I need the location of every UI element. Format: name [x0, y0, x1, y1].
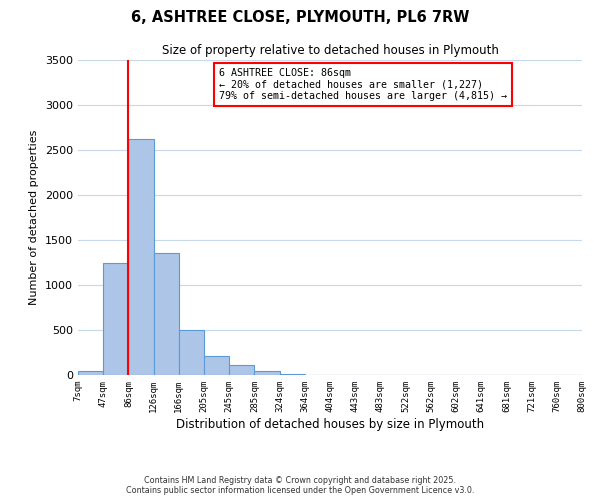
Y-axis label: Number of detached properties: Number of detached properties — [29, 130, 40, 305]
Text: Contains HM Land Registry data © Crown copyright and database right 2025.
Contai: Contains HM Land Registry data © Crown c… — [126, 476, 474, 495]
Bar — [204, 356, 229, 375]
Bar — [78, 370, 103, 375]
Text: 6 ASHTREE CLOSE: 86sqm
← 20% of detached houses are smaller (1,227)
79% of semi-: 6 ASHTREE CLOSE: 86sqm ← 20% of detached… — [219, 68, 507, 101]
Text: 6, ASHTREE CLOSE, PLYMOUTH, PL6 7RW: 6, ASHTREE CLOSE, PLYMOUTH, PL6 7RW — [131, 10, 469, 25]
Bar — [229, 365, 254, 375]
Bar — [128, 139, 154, 375]
Bar — [154, 252, 179, 375]
Title: Size of property relative to detached houses in Plymouth: Size of property relative to detached ho… — [161, 44, 499, 58]
X-axis label: Distribution of detached houses by size in Plymouth: Distribution of detached houses by size … — [176, 418, 484, 430]
Bar — [179, 330, 204, 375]
Bar — [280, 374, 305, 375]
Bar — [254, 372, 280, 375]
Bar — [103, 262, 128, 375]
